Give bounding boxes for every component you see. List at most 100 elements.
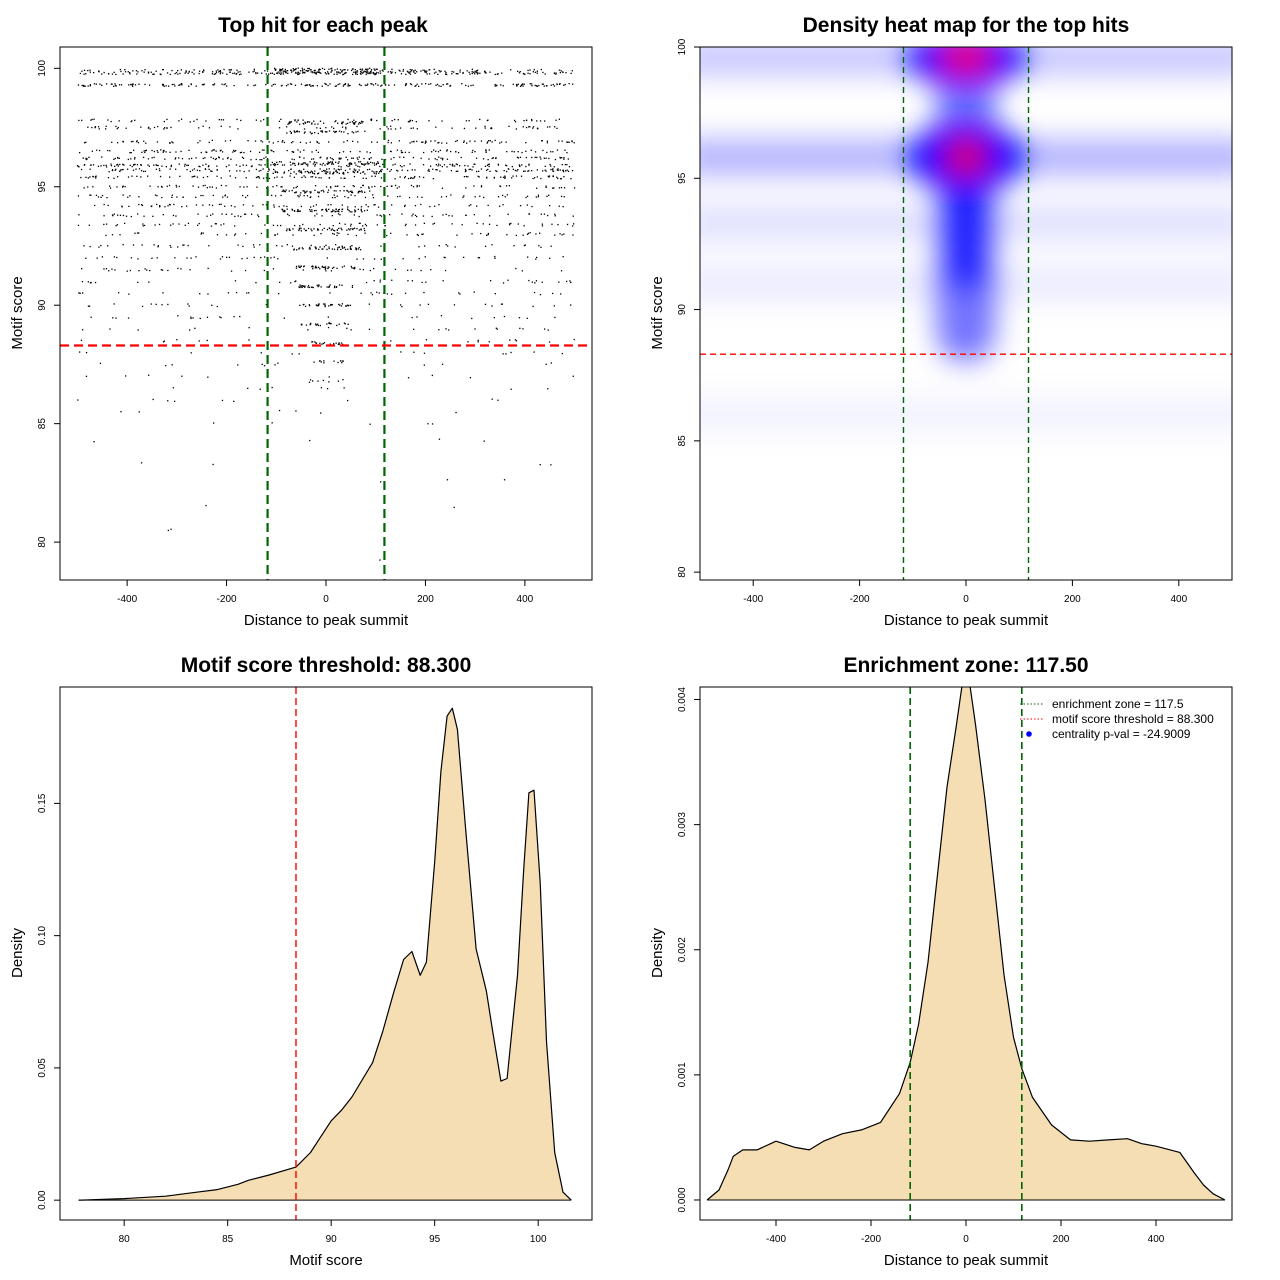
scatter-point [119, 234, 121, 236]
scatter-point [283, 317, 285, 319]
scatter-point [202, 194, 204, 197]
scatter-point [409, 163, 411, 165]
scatter-point [327, 191, 329, 193]
scatter-point [399, 195, 401, 197]
scatter-point [459, 293, 461, 295]
scatter-point [522, 83, 524, 85]
scatter-point [310, 85, 312, 87]
scatter-point [208, 165, 210, 167]
scatter-point [286, 228, 288, 230]
scatter-point [283, 190, 285, 193]
scatter-point [343, 131, 345, 133]
scatter-point [120, 84, 123, 86]
scatter-point [478, 176, 480, 178]
scatter-point [368, 158, 371, 160]
scatter-point [347, 159, 349, 161]
scatter-point [543, 85, 545, 87]
scatter-point [87, 186, 89, 188]
scatter-point [519, 165, 521, 168]
enrichment-legend: enrichment zone = 117.5 motif score thre… [1020, 697, 1214, 741]
scatter-point [266, 70, 269, 72]
scatter-point [173, 83, 175, 86]
scatter-point [339, 304, 341, 306]
scatter-point [319, 223, 321, 226]
scatter-point [286, 126, 288, 128]
scatter-point [375, 72, 377, 75]
scatter-point [343, 177, 345, 179]
scatter-point [142, 223, 144, 225]
scatter-point [113, 177, 115, 179]
scatter-point [419, 304, 421, 306]
scatter-point [85, 375, 88, 377]
scatter-point [536, 72, 538, 74]
scatter-point [331, 228, 333, 230]
scatter-point [366, 209, 368, 211]
scatter-point [401, 169, 403, 171]
scatter-point [347, 133, 349, 135]
scatter-point [428, 83, 430, 85]
scatter-point [474, 70, 476, 72]
scatter-point [157, 246, 159, 248]
scatter-point [335, 286, 338, 288]
scatter-point [205, 120, 207, 122]
scatter-point [554, 215, 556, 217]
scatter-point [394, 118, 396, 121]
scatter-point [272, 186, 274, 188]
scatter-point [391, 204, 393, 206]
scatter-point [318, 191, 320, 193]
scatter-point [170, 164, 173, 166]
y-tick-label: 0.15 [37, 793, 48, 813]
scatter-point [220, 71, 222, 73]
scatter-point [136, 175, 138, 177]
density-curve [706, 687, 1226, 1201]
scatter-point [542, 83, 544, 85]
scatter-point [480, 140, 483, 142]
scatter-point [418, 176, 421, 178]
scatter-point [304, 84, 306, 87]
scatter-point [252, 205, 254, 207]
scatter-point [326, 286, 328, 288]
scatter-point [332, 229, 335, 231]
scatter-point [345, 156, 347, 158]
scatter-point [187, 244, 189, 247]
scatter-point [448, 329, 450, 331]
scatter-point [272, 163, 275, 166]
scatter-point [328, 322, 330, 324]
scatter-point [484, 245, 487, 247]
scatter-point [285, 189, 287, 191]
scatter-point [355, 169, 357, 171]
y-tick-label: 80 [37, 536, 48, 548]
scatter-point [158, 223, 161, 226]
scatter-point [339, 360, 342, 362]
scatter-point [411, 141, 413, 143]
scatter-point [153, 164, 155, 166]
scatter-point [163, 120, 165, 123]
scatter-point [333, 194, 335, 196]
scatter-point [151, 157, 153, 159]
scatter-point [309, 379, 312, 381]
scatter-point [119, 169, 122, 171]
scatter-point [402, 258, 404, 260]
scatter-point [437, 142, 439, 144]
scatter-point [164, 206, 166, 208]
scatter-point [315, 265, 317, 267]
scatter-point [515, 340, 518, 342]
scatter-point [206, 151, 208, 153]
scatter-point [408, 72, 410, 74]
scatter-point [290, 121, 292, 123]
scatter-point [100, 196, 102, 198]
scatter-point [259, 244, 261, 246]
scatter-point [328, 305, 330, 307]
scatter-point [131, 120, 133, 122]
scatter-point [96, 257, 98, 259]
scatter-point [345, 128, 347, 130]
scatter-point [162, 84, 164, 87]
scatter-point [239, 170, 241, 172]
scatter-point [368, 158, 370, 160]
scatter-point [451, 164, 453, 166]
scatter-point [228, 170, 231, 172]
scatter-point [193, 168, 195, 170]
scatter-point [77, 195, 80, 197]
scatter-point [308, 305, 311, 307]
